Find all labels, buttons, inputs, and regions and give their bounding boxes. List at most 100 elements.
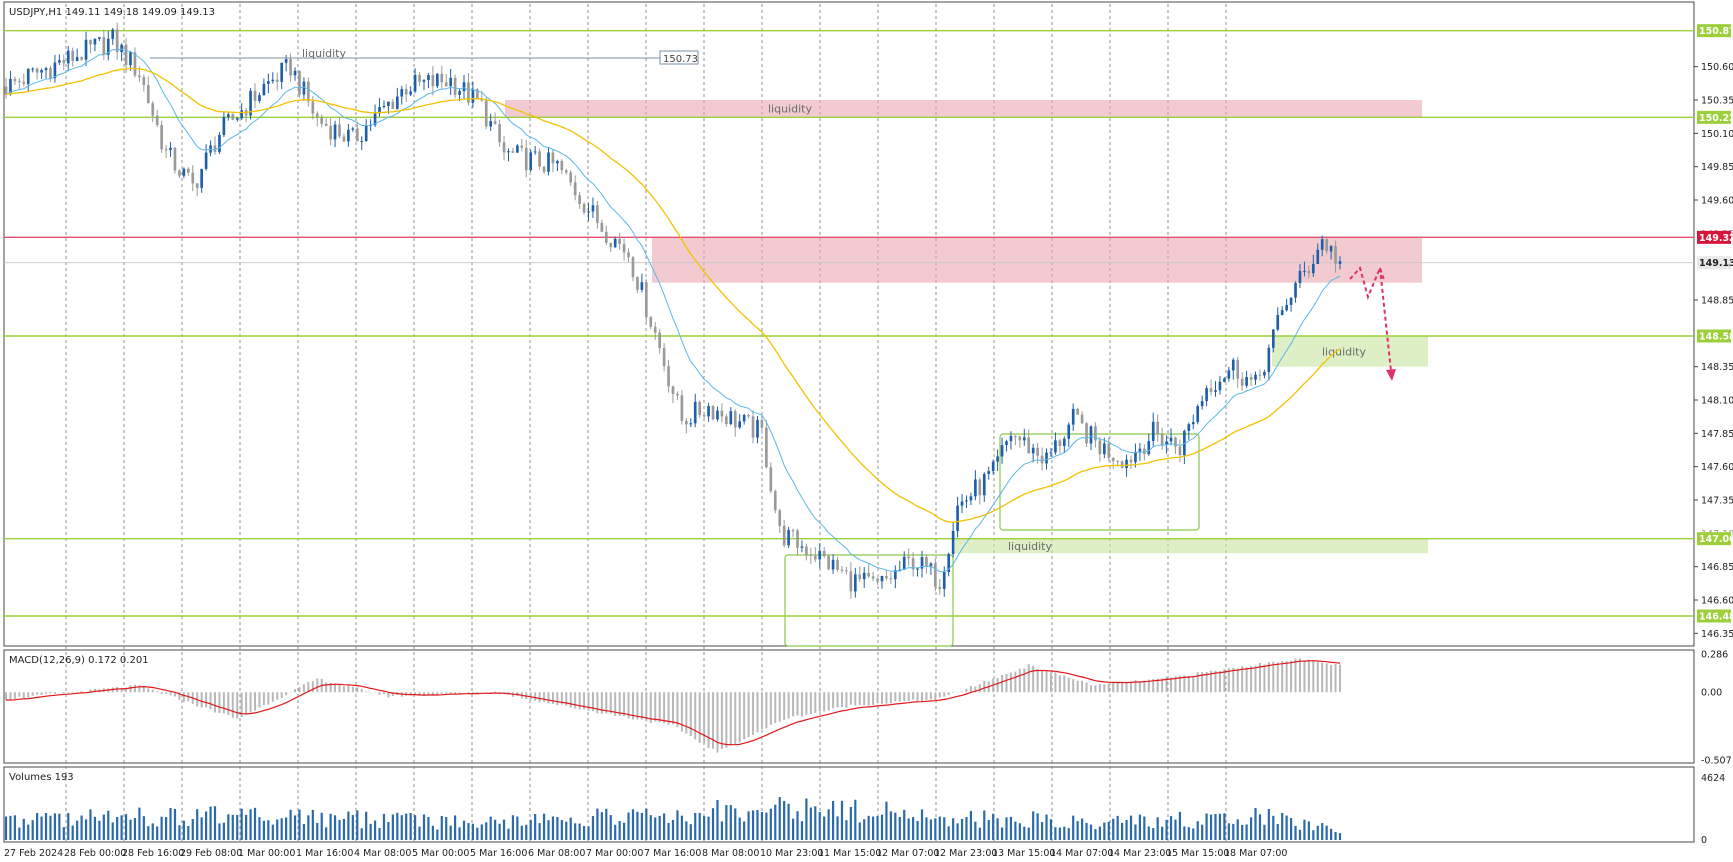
candle-up bbox=[516, 146, 519, 153]
candle-up bbox=[1001, 445, 1004, 456]
candle-up bbox=[694, 402, 697, 423]
candle-down bbox=[1236, 360, 1239, 379]
candle-up bbox=[1152, 422, 1155, 441]
candle-down bbox=[36, 69, 39, 73]
candle-up bbox=[396, 97, 399, 109]
candle-down bbox=[734, 411, 737, 427]
candle-down bbox=[1250, 377, 1253, 380]
time-tick-label: 14 Mar 07:00 bbox=[1050, 848, 1113, 859]
candle-down bbox=[1174, 438, 1177, 447]
candle-down bbox=[752, 416, 755, 437]
candle-up bbox=[169, 148, 172, 150]
candle-down bbox=[885, 576, 888, 578]
candle-up bbox=[280, 63, 283, 82]
candle-down bbox=[1059, 440, 1062, 446]
candle-up bbox=[1010, 436, 1013, 441]
candle-up bbox=[427, 75, 430, 80]
time-tick-label: 28 Feb 00:00 bbox=[64, 848, 126, 859]
candle-down bbox=[761, 420, 764, 428]
candle-down bbox=[721, 411, 724, 417]
candle-down bbox=[823, 551, 826, 556]
candle-up bbox=[129, 52, 132, 65]
price-tick-label: 147.35 bbox=[1701, 496, 1733, 507]
candle-down bbox=[1116, 461, 1119, 462]
candle-up bbox=[45, 68, 48, 70]
candle-up bbox=[223, 117, 226, 135]
candle-up bbox=[98, 37, 101, 39]
candle-down bbox=[432, 75, 435, 86]
candle-up bbox=[236, 118, 239, 120]
candle-up bbox=[961, 501, 964, 505]
candle-down bbox=[583, 204, 586, 213]
candle-down bbox=[445, 82, 448, 86]
candle-up bbox=[818, 551, 821, 559]
candle-up bbox=[952, 531, 955, 554]
candle-up bbox=[996, 456, 999, 461]
candle-down bbox=[783, 526, 786, 545]
candle-up bbox=[334, 125, 337, 140]
time-tick-label: 13 Mar 15:00 bbox=[992, 848, 1055, 859]
price-tick-label: 146.85 bbox=[1701, 562, 1733, 573]
candle-up bbox=[1263, 372, 1266, 375]
candle-down bbox=[636, 277, 639, 290]
candle-up bbox=[263, 84, 266, 95]
volume-tick-label: 0 bbox=[1701, 835, 1707, 846]
candle-up bbox=[992, 462, 995, 471]
price-tick-label: 148.35 bbox=[1701, 362, 1733, 373]
candle-up bbox=[1170, 438, 1173, 442]
candle-down bbox=[18, 81, 21, 82]
time-tick-label: 8 Mar 08:00 bbox=[702, 848, 759, 859]
candle-up bbox=[587, 211, 590, 212]
candle-up bbox=[1316, 250, 1319, 264]
candle-up bbox=[463, 82, 466, 91]
candle-down bbox=[867, 573, 870, 577]
time-tick-label: 1 Mar 00:00 bbox=[238, 848, 295, 859]
candle-up bbox=[303, 82, 306, 95]
candle-down bbox=[1027, 437, 1030, 453]
candle-down bbox=[658, 333, 661, 349]
candle-up bbox=[1276, 315, 1279, 330]
candle-down bbox=[1107, 443, 1110, 457]
price-tick-label: 147.60 bbox=[1701, 462, 1733, 473]
candle-down bbox=[623, 244, 626, 252]
candle-up bbox=[956, 506, 959, 531]
candle-up bbox=[1196, 406, 1199, 422]
candle-down bbox=[254, 91, 257, 101]
candle-up bbox=[641, 282, 644, 290]
candle-down bbox=[196, 183, 199, 188]
candle-down bbox=[685, 421, 688, 424]
time-tick-label: 15 Mar 15:00 bbox=[1166, 848, 1229, 859]
candle-down bbox=[143, 77, 146, 85]
candle-down bbox=[845, 570, 848, 571]
candle-up bbox=[965, 500, 968, 501]
candle-down bbox=[316, 114, 319, 118]
candle-down bbox=[907, 557, 910, 558]
candle-down bbox=[187, 169, 190, 173]
candle-down bbox=[307, 82, 310, 102]
candle-up bbox=[400, 89, 403, 96]
candle-up bbox=[970, 496, 973, 500]
candle-up bbox=[729, 411, 732, 424]
candle-down bbox=[1161, 434, 1164, 445]
candle-down bbox=[165, 149, 168, 150]
candle-up bbox=[1312, 264, 1315, 273]
candle-down bbox=[1179, 447, 1182, 455]
candle-down bbox=[156, 116, 159, 125]
candle-up bbox=[1290, 298, 1293, 305]
candle-up bbox=[983, 474, 986, 495]
candle-down bbox=[645, 282, 648, 317]
candle-down bbox=[276, 80, 279, 82]
zone-label: liquidity bbox=[1008, 540, 1052, 553]
candle-down bbox=[231, 114, 234, 120]
time-tick-label: 1 Mar 16:00 bbox=[296, 848, 353, 859]
price-tick-label: 150.60 bbox=[1701, 62, 1733, 73]
candle-down bbox=[632, 257, 635, 277]
candle-down bbox=[609, 243, 612, 247]
price-tick-label: 147.85 bbox=[1701, 429, 1733, 440]
candle-up bbox=[436, 74, 439, 86]
candle-up bbox=[716, 411, 719, 420]
candle-down bbox=[5, 87, 8, 95]
candle-down bbox=[62, 60, 65, 63]
candle-up bbox=[120, 45, 123, 52]
